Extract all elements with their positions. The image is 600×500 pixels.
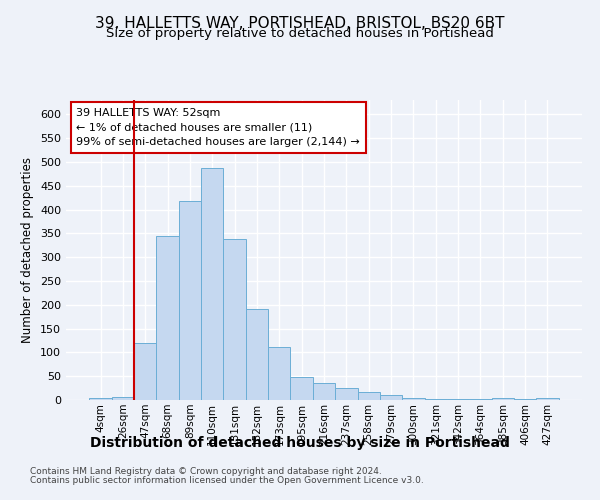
Bar (157, 236, 179, 400)
Bar (514, 398, 536, 400)
Bar (358, 392, 380, 400)
Bar (223, 239, 246, 400)
Bar (402, 398, 425, 400)
Bar (290, 377, 313, 400)
Bar (536, 398, 559, 400)
Bar (491, 398, 514, 400)
Text: Contains public sector information licensed under the Open Government Licence v3: Contains public sector information licen… (30, 476, 424, 485)
Bar (89, 398, 112, 400)
Bar (201, 168, 223, 400)
Text: 39 HALLETTS WAY: 52sqm
← 1% of detached houses are smaller (11)
99% of semi-deta: 39 HALLETTS WAY: 52sqm ← 1% of detached … (76, 108, 360, 147)
Bar (447, 399, 469, 400)
Text: Size of property relative to detached houses in Portishead: Size of property relative to detached ho… (106, 28, 494, 40)
Bar (469, 399, 491, 400)
Bar (335, 388, 358, 400)
Bar (246, 308, 268, 400)
Bar (134, 343, 157, 400)
Bar (112, 396, 134, 400)
Bar (179, 202, 201, 400)
Bar (313, 384, 335, 400)
Bar (380, 395, 402, 400)
Y-axis label: Number of detached properties: Number of detached properties (22, 157, 34, 343)
Bar (425, 398, 447, 400)
Text: Contains HM Land Registry data © Crown copyright and database right 2024.: Contains HM Land Registry data © Crown c… (30, 467, 382, 476)
Text: 39, HALLETTS WAY, PORTISHEAD, BRISTOL, BS20 6BT: 39, HALLETTS WAY, PORTISHEAD, BRISTOL, B… (95, 16, 505, 31)
Text: Distribution of detached houses by size in Portishead: Distribution of detached houses by size … (90, 436, 510, 450)
Bar (268, 346, 290, 400)
